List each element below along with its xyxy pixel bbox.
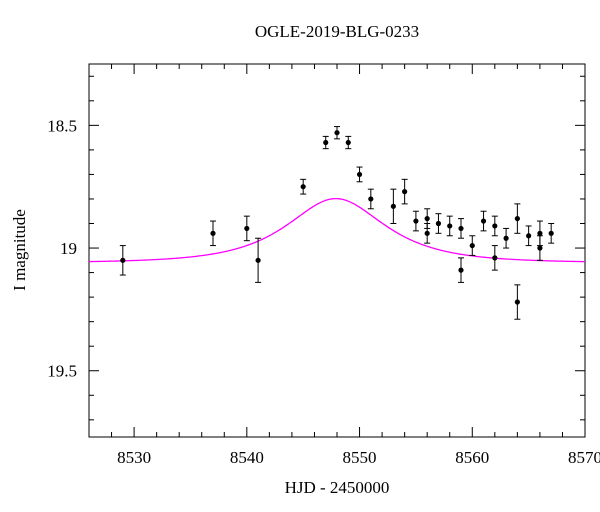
data-point [255, 237, 262, 283]
point-marker [424, 215, 430, 222]
data-point [491, 215, 498, 237]
plot-frame [88, 63, 586, 438]
chart-title: OGLE-2019-BLG-0233 [254, 22, 420, 41]
point-marker [480, 218, 487, 224]
data-point [503, 227, 510, 249]
point-marker [356, 171, 363, 178]
data-point [424, 223, 431, 244]
point-marker [210, 230, 216, 236]
point-marker [526, 233, 532, 239]
data-point [356, 166, 363, 183]
point-marker [447, 223, 453, 229]
data-point [514, 203, 521, 234]
data-point [446, 215, 453, 237]
point-marker [413, 218, 419, 224]
data-point [491, 245, 498, 271]
x-tick-label: 8550 [343, 448, 377, 467]
point-marker [492, 223, 498, 229]
data-point [536, 235, 543, 261]
data-points [119, 126, 555, 320]
point-marker [514, 299, 520, 305]
y-tick-label: 18.5 [47, 116, 77, 135]
data-point [401, 178, 408, 205]
data-point [548, 223, 555, 244]
x-tick-label: 8570 [568, 448, 600, 467]
point-marker [300, 184, 306, 190]
data-point [458, 218, 464, 239]
point-marker [244, 225, 250, 232]
point-marker [548, 230, 554, 236]
point-marker [390, 203, 396, 209]
point-marker [503, 235, 509, 241]
data-point [514, 284, 521, 320]
model-curve [88, 197, 586, 263]
x-tick-label: 8540 [230, 448, 264, 467]
data-point [300, 178, 307, 195]
data-point [322, 135, 329, 150]
y-tick-label: 19.5 [47, 362, 77, 381]
point-marker [492, 255, 498, 261]
axis-tick-labels: 8530 8540 8550 8560 8570 18.5 19 19.5 [47, 116, 600, 467]
x-tick-label: 8530 [117, 448, 151, 467]
data-point [367, 188, 374, 210]
point-marker [514, 215, 520, 222]
data-point [210, 220, 216, 247]
point-marker [458, 267, 464, 273]
point-marker [469, 242, 475, 249]
point-marker [537, 230, 543, 236]
data-point [345, 135, 352, 150]
data-point [480, 210, 487, 232]
point-marker [402, 189, 408, 195]
point-marker [334, 130, 340, 136]
data-point [334, 126, 340, 140]
point-marker [120, 257, 126, 263]
data-point [390, 188, 397, 225]
data-point [469, 235, 476, 256]
point-marker [345, 139, 351, 146]
x-axis-label: HJD - 2450000 [284, 478, 390, 497]
data-point [119, 245, 126, 276]
point-marker [323, 139, 329, 146]
point-marker [537, 245, 543, 251]
data-point [525, 225, 532, 247]
point-marker [458, 225, 464, 232]
point-marker [368, 196, 374, 202]
point-marker [424, 230, 430, 236]
point-marker [255, 257, 261, 263]
data-point [435, 213, 442, 234]
data-point [243, 215, 250, 242]
axis-ticks [88, 64, 586, 437]
data-point [458, 257, 464, 283]
y-tick-label: 19 [60, 239, 77, 258]
data-point [412, 210, 419, 232]
x-tick-label: 8560 [455, 448, 489, 467]
point-marker [435, 220, 442, 227]
